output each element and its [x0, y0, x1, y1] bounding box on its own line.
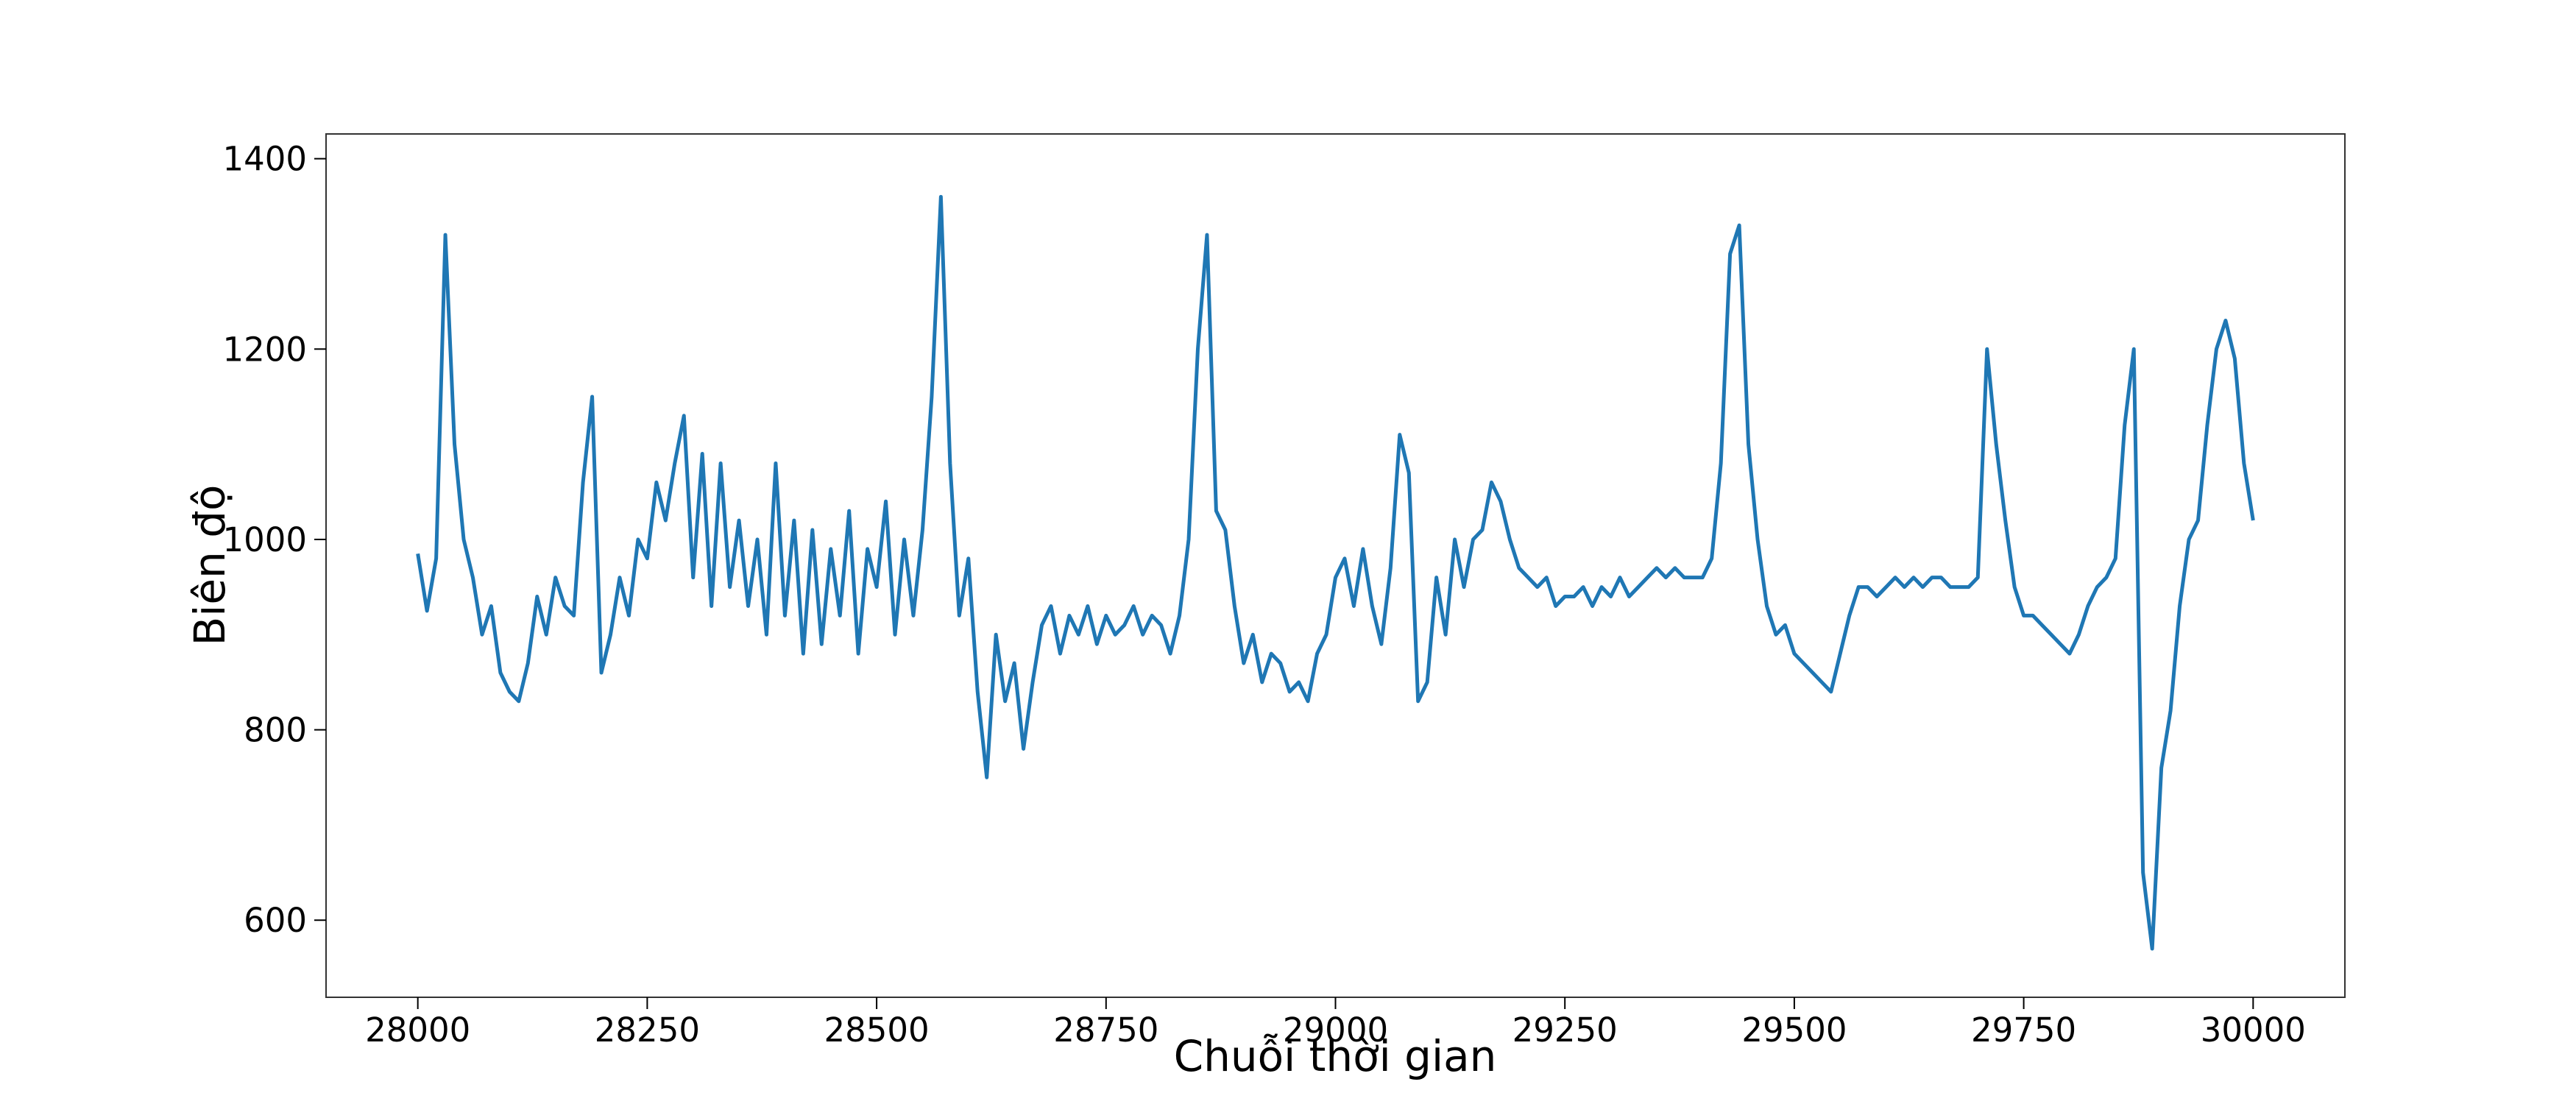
y-axis-label: Biên độ [185, 484, 235, 645]
y-tick-label: 800 [244, 711, 307, 750]
x-tick-label: 28750 [1053, 1011, 1158, 1050]
y-tick-label: 1400 [222, 140, 307, 179]
x-tick-label: 28000 [365, 1011, 470, 1050]
y-tick-label: 1000 [222, 520, 307, 559]
x-tick-label: 29750 [1971, 1011, 2076, 1050]
x-tick-label: 29500 [1741, 1011, 1847, 1050]
plot-frame [325, 133, 2346, 998]
x-tick-label: 28500 [824, 1011, 930, 1050]
y-tick-label: 600 [244, 901, 307, 940]
x-tick-label: 28250 [595, 1011, 700, 1050]
x-tick-label: 29250 [1512, 1011, 1618, 1050]
x-tick-label: 30000 [2201, 1011, 2306, 1050]
data-line [416, 194, 2255, 951]
x-axis-label: Chuỗi thời gian [1174, 1031, 1497, 1081]
x-tick-label: 29000 [1283, 1011, 1388, 1050]
y-tick-label: 1200 [222, 330, 307, 369]
